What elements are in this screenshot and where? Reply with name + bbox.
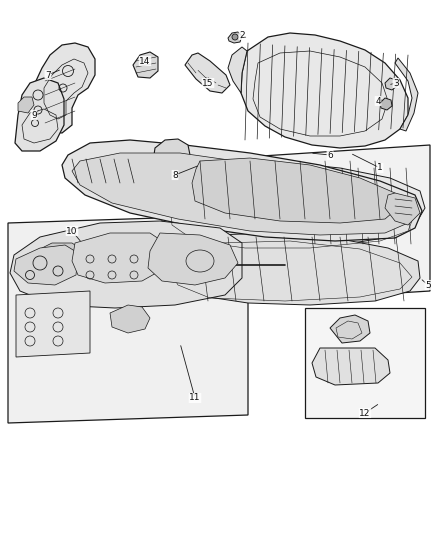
Text: 9: 9 xyxy=(31,110,37,119)
Text: 5: 5 xyxy=(424,280,430,289)
Text: 6: 6 xyxy=(326,150,332,159)
Polygon shape xyxy=(133,52,158,78)
Polygon shape xyxy=(72,153,407,235)
Text: 1: 1 xyxy=(376,164,382,173)
Circle shape xyxy=(231,34,237,40)
Polygon shape xyxy=(36,243,84,265)
Polygon shape xyxy=(154,139,190,167)
Text: 8: 8 xyxy=(172,171,177,180)
Polygon shape xyxy=(159,161,424,248)
Polygon shape xyxy=(148,233,237,285)
Polygon shape xyxy=(384,78,396,90)
Polygon shape xyxy=(159,233,419,305)
Text: 15: 15 xyxy=(202,78,213,87)
Polygon shape xyxy=(311,348,389,385)
Polygon shape xyxy=(384,193,419,225)
Polygon shape xyxy=(394,58,417,131)
Polygon shape xyxy=(10,221,241,308)
Polygon shape xyxy=(72,233,168,283)
Polygon shape xyxy=(16,291,90,357)
Polygon shape xyxy=(8,215,247,423)
Text: 2: 2 xyxy=(239,30,244,39)
Text: 11: 11 xyxy=(189,393,200,402)
Text: 3: 3 xyxy=(392,78,398,87)
Polygon shape xyxy=(155,145,429,308)
Polygon shape xyxy=(227,32,241,43)
Polygon shape xyxy=(379,98,391,110)
Text: 7: 7 xyxy=(45,70,51,79)
Polygon shape xyxy=(33,43,95,133)
Polygon shape xyxy=(15,78,64,151)
Polygon shape xyxy=(14,245,78,285)
Polygon shape xyxy=(240,33,407,148)
Polygon shape xyxy=(32,235,100,269)
Text: 4: 4 xyxy=(374,96,380,106)
Polygon shape xyxy=(329,315,369,343)
Bar xyxy=(304,308,424,418)
Polygon shape xyxy=(18,97,34,113)
Polygon shape xyxy=(184,53,230,93)
Polygon shape xyxy=(191,158,397,223)
Polygon shape xyxy=(110,305,150,333)
Text: 12: 12 xyxy=(358,408,370,417)
Polygon shape xyxy=(62,140,421,241)
Text: 14: 14 xyxy=(139,56,150,66)
Text: 10: 10 xyxy=(66,227,78,236)
Polygon shape xyxy=(227,47,247,93)
